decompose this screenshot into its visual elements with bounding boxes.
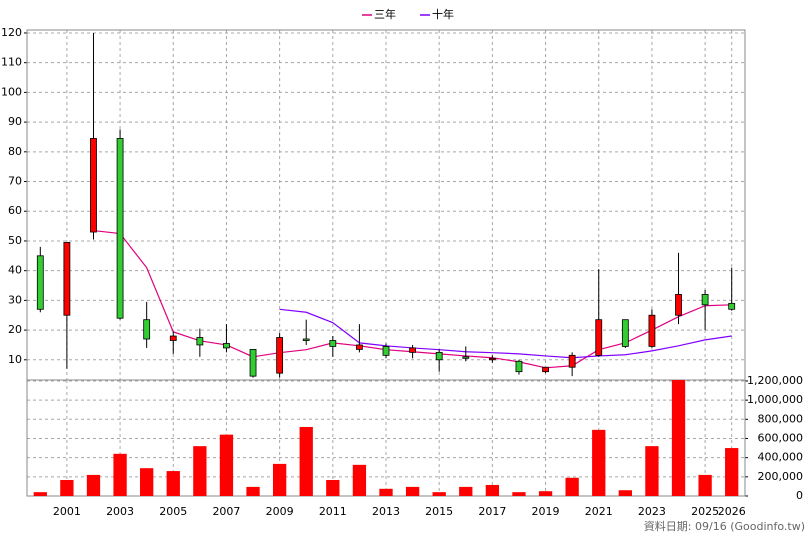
- y-tick-label: 20: [8, 323, 22, 336]
- y-tick-label: 120: [1, 26, 22, 39]
- y2-tick-label: 600,000: [758, 431, 804, 444]
- volume-bar: [352, 464, 367, 496]
- candle-body: [63, 242, 71, 316]
- candle-body: [329, 340, 337, 347]
- volume-bar: [326, 479, 340, 496]
- y2-tick-label: 400,000: [758, 451, 804, 464]
- candle-body: [169, 335, 177, 341]
- volume-bar: [645, 446, 659, 496]
- y2-tick-label: 800,000: [758, 412, 804, 425]
- y-tick-label: 10: [8, 353, 22, 366]
- x-tick-label: 2017: [478, 505, 506, 518]
- volume-bar: [86, 474, 101, 496]
- y-tick-label: 40: [8, 264, 22, 277]
- volume-bar: [432, 492, 446, 496]
- candle-body: [223, 343, 230, 349]
- volume-bar: [246, 486, 260, 496]
- candle-body: [568, 354, 576, 368]
- legend-label: 十年: [432, 7, 454, 21]
- volume-bar: [618, 490, 632, 496]
- volume-bar: [272, 463, 287, 496]
- x-tick-label: 2003: [106, 505, 134, 518]
- candle-body: [648, 314, 656, 347]
- candle-body: [488, 357, 496, 361]
- candle-body: [542, 366, 549, 373]
- candle-body: [409, 347, 416, 353]
- y-tick-label: 90: [8, 115, 22, 128]
- x-tick-label: 2026: [718, 505, 746, 518]
- candle-body: [675, 294, 682, 316]
- volume-bar: [405, 486, 420, 496]
- legend-label: 三年: [374, 7, 396, 21]
- candle-body: [701, 294, 709, 306]
- candle-body: [143, 319, 151, 340]
- candle-body: [435, 351, 443, 361]
- volume-bar: [538, 491, 553, 496]
- x-tick-label: 2025: [691, 505, 719, 518]
- volume-bar: [725, 448, 739, 496]
- volume-bar: [193, 446, 207, 496]
- y-tick-label: 70: [8, 175, 22, 188]
- volume-bar: [113, 453, 127, 496]
- candle-body: [249, 348, 257, 377]
- y2-tick-label: 1,000,000: [747, 393, 803, 406]
- volume-bar: [459, 486, 473, 496]
- candle-body: [382, 346, 390, 356]
- volume-bar: [698, 474, 712, 496]
- x-tick-label: 2005: [159, 505, 187, 518]
- y-tick-label: 110: [1, 56, 22, 69]
- x-tick-label: 2011: [319, 505, 347, 518]
- y-tick-label: 80: [8, 145, 22, 158]
- x-tick-label: 2023: [638, 505, 666, 518]
- y2-tick-label: 200,000: [758, 470, 804, 483]
- volume-bar: [219, 434, 234, 496]
- candle-body: [276, 337, 284, 374]
- candle-body: [462, 356, 470, 359]
- y-tick-label: 30: [8, 293, 22, 306]
- candle-body: [728, 302, 736, 310]
- x-tick-label: 2015: [425, 505, 453, 518]
- candle-body: [621, 319, 629, 347]
- candle-body: [116, 138, 124, 319]
- x-tick-label: 2021: [585, 505, 613, 518]
- candle-body: [90, 138, 97, 233]
- volume-bar: [299, 426, 313, 496]
- ma-line: [279, 308, 732, 359]
- volume-bar: [379, 488, 393, 496]
- x-tick-label: 2013: [372, 505, 400, 518]
- volume-bar: [33, 492, 47, 496]
- y2-tick-label: 1,200,000: [747, 374, 803, 387]
- volume-bar: [140, 468, 154, 496]
- candle-body: [515, 360, 523, 373]
- y2-tick-label: 0: [796, 489, 803, 502]
- source-note: 資料日期: 09/16 (Goodinfo.tw): [644, 519, 805, 533]
- volume-bar: [671, 380, 686, 496]
- candle-body: [196, 337, 204, 346]
- candle-body: [595, 319, 603, 356]
- volume-bar: [592, 429, 606, 496]
- x-tick-label: 2007: [212, 505, 240, 518]
- volume-bar: [565, 477, 579, 496]
- volume-bar: [485, 484, 500, 496]
- y-tick-label: 50: [8, 234, 22, 247]
- candle-body: [36, 255, 44, 310]
- candle-body: [302, 338, 310, 341]
- x-tick-label: 2009: [266, 505, 294, 518]
- y-tick-label: 60: [8, 204, 22, 217]
- volume-bar: [60, 479, 74, 496]
- x-tick-label: 2019: [532, 505, 560, 518]
- candle-body: [356, 344, 363, 350]
- y-tick-label: 100: [1, 85, 22, 98]
- volume-bar: [512, 492, 526, 496]
- x-tick-label: 2001: [53, 505, 81, 518]
- volume-bar: [166, 471, 180, 496]
